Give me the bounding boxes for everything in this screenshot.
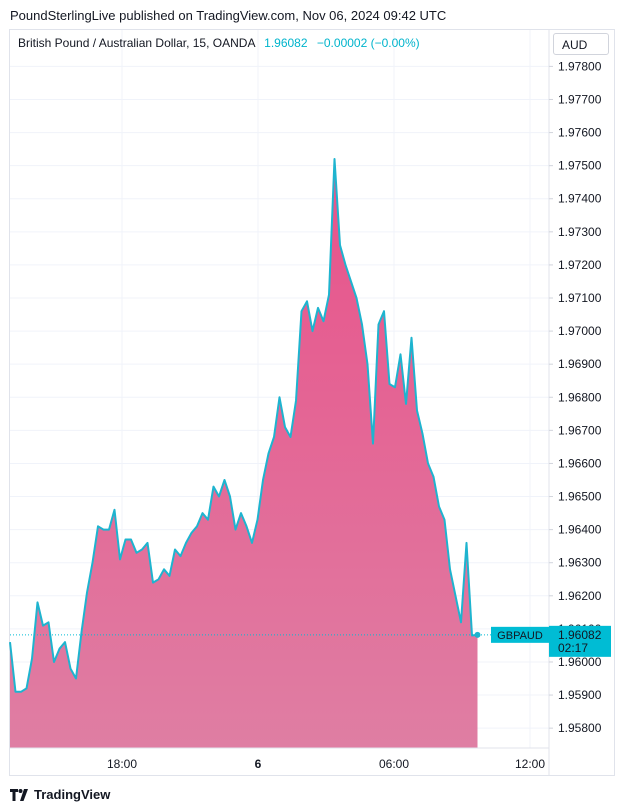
price-tick-label: 1.96900 xyxy=(558,357,602,371)
ticker-badge xyxy=(491,626,549,643)
time-tick-label: 18:00 xyxy=(107,757,137,771)
time-tick-label: 06:00 xyxy=(379,757,409,771)
price-tick-label: 1.96600 xyxy=(558,456,602,470)
publisher-line: PoundSterlingLive published on TradingVi… xyxy=(10,8,447,23)
price-tick-label: 1.97100 xyxy=(558,291,602,305)
currency-button[interactable]: AUD xyxy=(553,33,609,55)
tradingview-logo-icon xyxy=(10,788,28,801)
symbol-description: British Pound / Australian Dollar, 15, O… xyxy=(18,36,255,50)
brand-name: TradingView xyxy=(34,787,111,802)
price-tick-label: 1.97000 xyxy=(558,324,602,338)
price-tick-label: 1.96700 xyxy=(558,423,602,437)
chart-frame xyxy=(9,29,615,776)
price-axis[interactable]: 1.958001.959001.960001.961001.962001.963… xyxy=(548,30,602,776)
price-tick-label: 1.95800 xyxy=(558,721,602,735)
last-price-dot xyxy=(474,631,481,638)
ticker-label: GBPAUD xyxy=(497,630,543,642)
series-area-fill xyxy=(10,159,478,748)
last-price-value: 1.96082 xyxy=(264,36,308,50)
price-tick-label: 1.97600 xyxy=(558,126,602,140)
price-tick-label: 1.97500 xyxy=(558,159,602,173)
price-badge xyxy=(549,625,611,657)
price-tick-label: 1.97400 xyxy=(558,192,602,206)
price-tick-label: 1.96200 xyxy=(558,589,602,603)
price-tick-label: 1.95900 xyxy=(558,688,602,702)
chart-legend: British Pound / Australian Dollar, 15, O… xyxy=(18,36,420,50)
price-tick-label: 1.96400 xyxy=(558,523,602,537)
price-tick-label: 1.97300 xyxy=(558,225,602,239)
series-line xyxy=(9,158,478,693)
series-area xyxy=(9,158,478,748)
price-tick-label: 1.96800 xyxy=(558,390,602,404)
price-tick-label: 1.97700 xyxy=(558,92,602,106)
price-tick-label: 1.96500 xyxy=(558,490,602,504)
tradingview-logo[interactable]: TradingView xyxy=(10,787,110,802)
bar-countdown: 02:17 xyxy=(558,641,588,655)
price-tick-label: 1.97800 xyxy=(558,59,602,73)
price-change-value: −0.00002 (−0.00%) xyxy=(316,36,420,50)
price-tick-label: 1.96000 xyxy=(558,655,602,669)
price-badge-value: 1.96082 xyxy=(558,628,602,642)
time-axis[interactable]: 18:00 6 06:00 12:00 xyxy=(10,747,549,771)
time-tick-label: 12:00 xyxy=(515,757,545,771)
price-tick-label: 1.96300 xyxy=(558,556,602,570)
time-tick-label: 6 xyxy=(255,757,262,771)
price-tick-label: 1.97200 xyxy=(558,258,602,272)
